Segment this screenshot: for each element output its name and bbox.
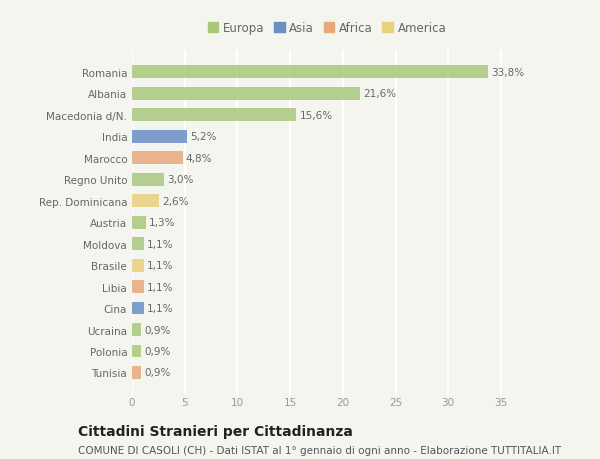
Text: 1,1%: 1,1% bbox=[147, 239, 173, 249]
Bar bbox=[132, 174, 164, 186]
Bar bbox=[132, 280, 143, 293]
Bar bbox=[132, 216, 146, 229]
Text: 1,3%: 1,3% bbox=[149, 218, 175, 228]
Text: 1,1%: 1,1% bbox=[147, 261, 173, 270]
Text: 1,1%: 1,1% bbox=[147, 303, 173, 313]
Bar bbox=[132, 259, 143, 272]
Text: 21,6%: 21,6% bbox=[363, 89, 396, 99]
Bar bbox=[132, 152, 182, 165]
Text: 1,1%: 1,1% bbox=[147, 282, 173, 292]
Text: COMUNE DI CASOLI (CH) - Dati ISTAT al 1° gennaio di ogni anno - Elaborazione TUT: COMUNE DI CASOLI (CH) - Dati ISTAT al 1°… bbox=[78, 445, 561, 455]
Text: 15,6%: 15,6% bbox=[299, 111, 333, 120]
Text: Cittadini Stranieri per Cittadinanza: Cittadini Stranieri per Cittadinanza bbox=[78, 425, 353, 438]
Text: 2,6%: 2,6% bbox=[163, 196, 189, 206]
Bar bbox=[132, 345, 142, 358]
Text: 0,9%: 0,9% bbox=[145, 346, 171, 356]
Text: 4,8%: 4,8% bbox=[186, 153, 212, 163]
Bar bbox=[132, 366, 142, 379]
Bar bbox=[132, 130, 187, 143]
Text: 0,9%: 0,9% bbox=[145, 325, 171, 335]
Text: 5,2%: 5,2% bbox=[190, 132, 217, 142]
Bar bbox=[132, 109, 296, 122]
Bar bbox=[132, 302, 143, 315]
Bar bbox=[132, 66, 488, 79]
Bar bbox=[132, 195, 160, 207]
Text: 33,8%: 33,8% bbox=[491, 67, 524, 78]
Text: 0,9%: 0,9% bbox=[145, 368, 171, 378]
Bar bbox=[132, 238, 143, 251]
Legend: Europa, Asia, Africa, America: Europa, Asia, Africa, America bbox=[208, 22, 446, 35]
Bar bbox=[132, 88, 359, 101]
Text: 3,0%: 3,0% bbox=[167, 175, 193, 185]
Bar bbox=[132, 323, 142, 336]
